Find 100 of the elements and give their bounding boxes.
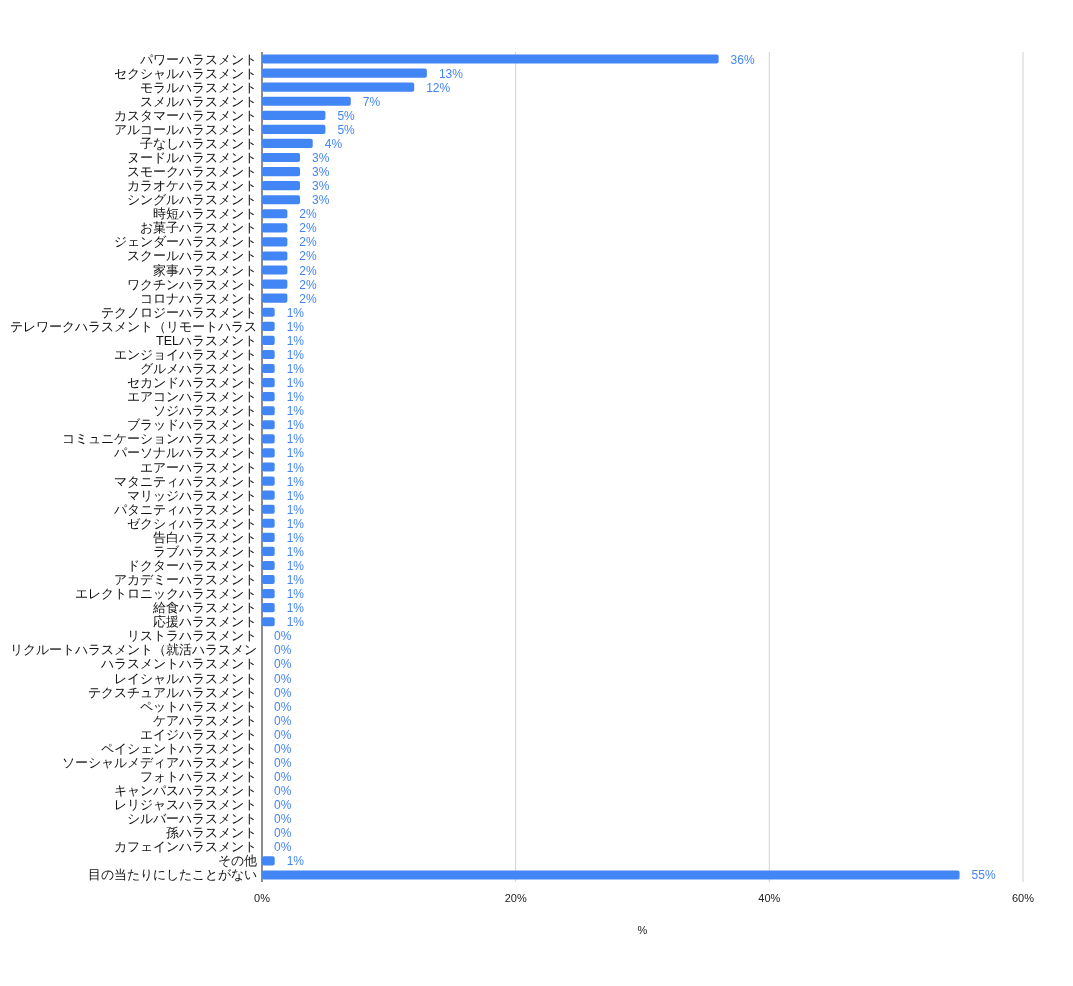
bar xyxy=(262,167,301,177)
data-label: 3% xyxy=(312,151,330,166)
y-tick-label: ドクターハラスメント xyxy=(127,558,257,573)
data-label: 4% xyxy=(324,136,343,151)
data-label: 0% xyxy=(274,769,292,784)
data-label: 5% xyxy=(337,122,356,137)
bar xyxy=(262,870,960,880)
y-tick-label: 告白ハラスメント xyxy=(153,530,257,545)
y-tick-label: マタニティハラスメント xyxy=(114,474,257,489)
data-label: 3% xyxy=(312,193,330,208)
bar xyxy=(262,195,301,205)
data-label: 2% xyxy=(299,249,318,264)
data-label: 1% xyxy=(286,347,305,362)
y-tick-label: スモークハラスメント xyxy=(127,165,257,180)
data-label: 5% xyxy=(337,108,356,123)
bar xyxy=(262,209,288,219)
data-label: 0% xyxy=(274,784,292,799)
bar xyxy=(262,54,719,64)
y-tick-label: ヌードルハラスメント xyxy=(127,151,257,166)
y-tick-label: 給食ハラスメント xyxy=(152,601,257,616)
y-tick-label: テクノロジーハラスメント xyxy=(101,305,257,320)
data-label: 1% xyxy=(286,601,305,616)
y-tick-label: ソーシャルメディアハラスメント xyxy=(62,755,257,770)
bar xyxy=(262,856,275,866)
y-tick-label: エイジハラスメント xyxy=(140,727,257,742)
bar xyxy=(262,152,301,163)
data-label: 0% xyxy=(274,685,292,700)
y-tick-label: レイシャルハラスメント xyxy=(114,671,257,686)
y-tick-label: カスタマーハラスメント xyxy=(114,108,257,123)
bar xyxy=(262,82,415,92)
data-label: 1% xyxy=(286,460,305,475)
bar xyxy=(262,574,275,585)
y-tick-label: グルメハラスメント xyxy=(140,362,257,377)
bar xyxy=(262,96,351,106)
y-tick-label: テレワークハラスメント（リモートハラス xyxy=(10,319,257,334)
bar xyxy=(262,68,427,78)
x-tick-label: 60% xyxy=(1011,892,1035,904)
data-label: 1% xyxy=(286,573,305,588)
data-label: 36% xyxy=(730,52,755,67)
data-label: 0% xyxy=(274,798,292,813)
data-label: 2% xyxy=(299,263,318,278)
data-label: 1% xyxy=(286,305,305,320)
data-label: 13% xyxy=(438,66,464,81)
y-tick-label: カラオケハラスメント xyxy=(127,179,257,194)
bar xyxy=(262,462,275,472)
data-label: 0% xyxy=(274,643,292,658)
y-tick-label: エレクトロニックハラスメント xyxy=(75,587,257,602)
data-label: 2% xyxy=(299,221,318,236)
bar xyxy=(262,420,275,430)
y-tick-label: エアコンハラスメント xyxy=(127,390,257,405)
y-tick-label: ジェンダーハラスメント xyxy=(114,235,257,250)
data-label: 0% xyxy=(274,812,292,827)
bar xyxy=(262,265,288,275)
data-label: 1% xyxy=(286,362,305,377)
y-tick-label: スクールハラスメント xyxy=(127,249,257,264)
data-label: 55% xyxy=(971,868,996,883)
y-tick-label: 子なしハラスメント xyxy=(140,136,257,151)
bar xyxy=(262,321,275,331)
data-label: 1% xyxy=(286,319,305,334)
data-label: 3% xyxy=(312,165,330,180)
bar xyxy=(262,181,301,191)
bar xyxy=(262,392,275,402)
y-tick-label: 目の当たりにしたことがない xyxy=(88,868,257,883)
data-label: 0% xyxy=(274,755,292,770)
y-tick-label: ソジハラスメント xyxy=(153,404,257,419)
data-label: 1% xyxy=(286,516,305,531)
x-axis-title: % xyxy=(637,924,648,936)
bar xyxy=(262,560,275,571)
y-tick-label: アカデミーハラスメント xyxy=(114,573,257,588)
data-label: 1% xyxy=(286,446,305,461)
y-tick-label: パワーハラスメント xyxy=(139,52,257,67)
y-tick-label: ペイシェントハラスメント xyxy=(101,741,257,756)
data-label: 1% xyxy=(286,474,305,489)
y-tick-label: リストラハラスメント xyxy=(127,629,257,644)
data-label: 7% xyxy=(362,94,381,109)
y-tick-label: 孫ハラスメント xyxy=(166,826,257,841)
data-label: 1% xyxy=(286,418,305,433)
data-label: 1% xyxy=(286,488,305,503)
y-tick-label: ブラッドハラスメント xyxy=(127,418,257,433)
x-tick-label: 20% xyxy=(504,892,527,904)
y-tick-label: お菓子ハラスメント xyxy=(140,221,257,236)
y-tick-label: スメルハラスメント xyxy=(140,94,257,109)
bar xyxy=(262,546,275,556)
data-label: 0% xyxy=(274,657,292,672)
data-label: 1% xyxy=(286,404,305,419)
data-label: 1% xyxy=(286,432,305,447)
y-tick-label: シルバーハラスメント xyxy=(127,812,257,827)
y-tick-label: ラブハラスメント xyxy=(153,544,257,559)
data-label: 0% xyxy=(274,699,292,714)
data-label: 0% xyxy=(274,727,292,742)
bar xyxy=(262,223,288,233)
bar xyxy=(262,293,288,303)
bar xyxy=(262,349,275,360)
data-label: 1% xyxy=(286,333,305,348)
data-label: 1% xyxy=(286,558,305,573)
y-tick-label: 家事ハラスメント xyxy=(153,262,257,278)
bar xyxy=(262,124,326,134)
bar xyxy=(262,603,275,613)
bar xyxy=(262,378,275,388)
y-tick-label: ケアハラスメント xyxy=(153,713,257,728)
